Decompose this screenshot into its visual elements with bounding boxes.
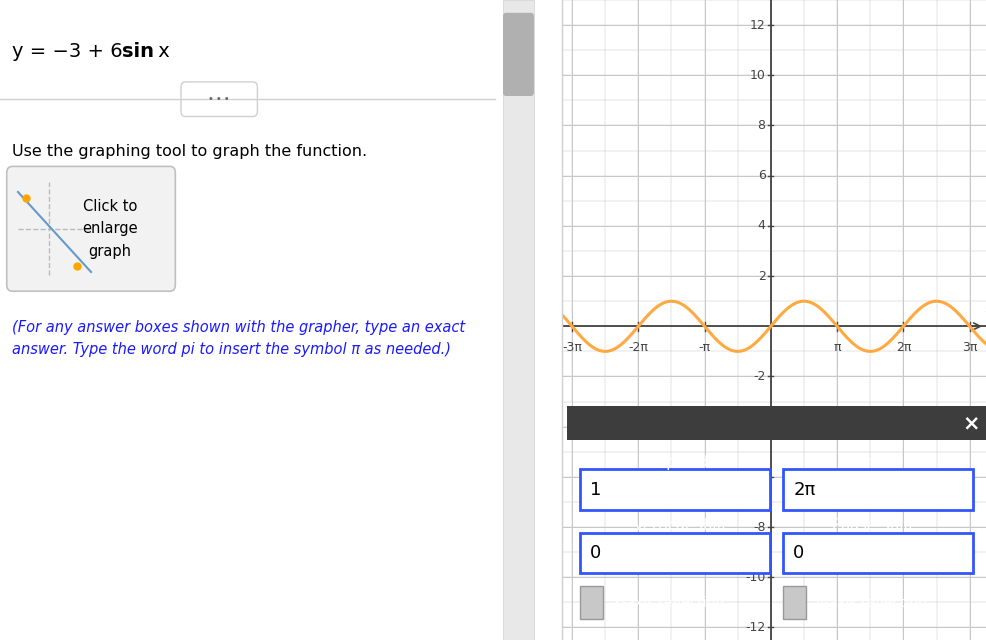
- Text: sin: sin: [122, 42, 154, 61]
- Bar: [783, 470, 973, 510]
- Text: 6: 6: [757, 169, 765, 182]
- FancyBboxPatch shape: [503, 13, 534, 96]
- Text: ×: ×: [962, 413, 980, 433]
- Text: answer. Type the word pi to insert the symbol π as needed.): answer. Type the word pi to insert the s…: [13, 342, 452, 357]
- Text: y = −3 + 6: y = −3 + 6: [13, 42, 127, 61]
- Text: • • •: • • •: [208, 94, 230, 104]
- Text: π: π: [833, 341, 841, 355]
- Bar: [783, 532, 973, 573]
- Text: y-axis reflection: y-axis reflection: [816, 596, 927, 610]
- Text: -2π: -2π: [628, 341, 648, 355]
- Bar: [580, 470, 770, 510]
- Text: -8: -8: [753, 520, 765, 534]
- Text: graph: graph: [89, 244, 131, 259]
- Text: x-axis reflection: x-axis reflection: [613, 596, 724, 610]
- Bar: [783, 586, 806, 619]
- Text: -2: -2: [753, 370, 765, 383]
- Text: -4: -4: [753, 420, 765, 433]
- Text: enlarge: enlarge: [82, 221, 138, 236]
- Text: -π: -π: [698, 341, 711, 355]
- Text: 3π: 3π: [962, 341, 977, 355]
- Text: 12: 12: [749, 19, 765, 31]
- Text: Phase Shift: Phase Shift: [832, 518, 914, 533]
- Bar: [580, 586, 602, 619]
- Text: Amplitude: Amplitude: [643, 455, 718, 470]
- Text: -6: -6: [753, 470, 765, 483]
- Text: 2π: 2π: [793, 481, 815, 499]
- Bar: [503, 0, 534, 640]
- Text: 1: 1: [590, 481, 601, 499]
- Text: Use the graphing tool to graph the function.: Use the graphing tool to graph the funct…: [13, 144, 368, 159]
- Text: 0: 0: [590, 544, 601, 562]
- Text: 8: 8: [757, 119, 765, 132]
- Text: -3π: -3π: [562, 341, 582, 355]
- Text: Vertical Shift: Vertical Shift: [634, 518, 727, 533]
- Text: -12: -12: [745, 621, 765, 634]
- Text: -10: -10: [745, 571, 765, 584]
- Text: 4: 4: [757, 220, 765, 232]
- Text: Click to: Click to: [83, 199, 137, 214]
- Text: 2: 2: [757, 269, 765, 283]
- Text: 10: 10: [749, 68, 765, 82]
- Bar: [567, 406, 986, 440]
- Text: x: x: [152, 42, 170, 61]
- Bar: [580, 532, 770, 573]
- Text: x: x: [985, 301, 986, 315]
- Text: 2π: 2π: [895, 341, 911, 355]
- FancyBboxPatch shape: [7, 166, 176, 291]
- Text: Period: Period: [850, 455, 895, 470]
- Text: 0: 0: [793, 544, 805, 562]
- Text: (For any answer boxes shown with the grapher, type an exact: (For any answer boxes shown with the gra…: [13, 320, 465, 335]
- FancyBboxPatch shape: [181, 82, 257, 116]
